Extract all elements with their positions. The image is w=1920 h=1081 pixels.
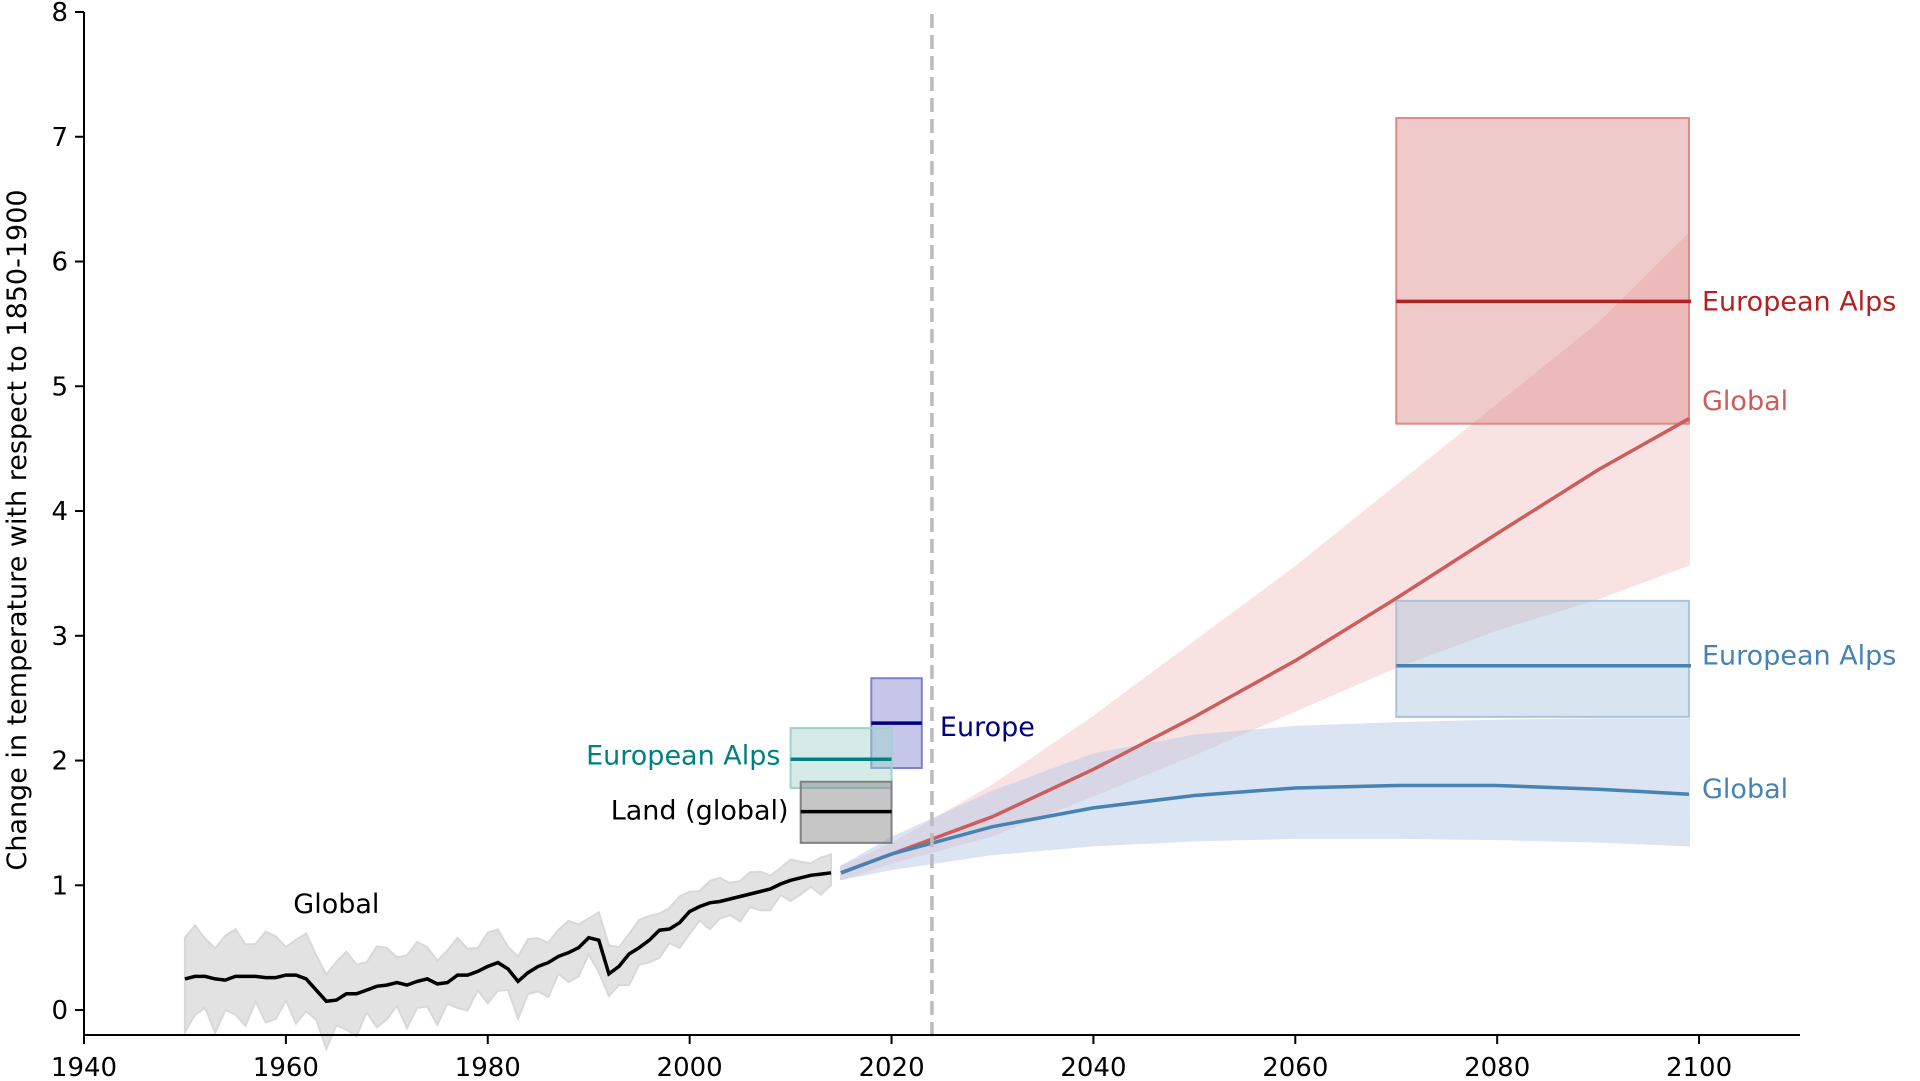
series-label: Global — [1702, 386, 1788, 417]
x-tick-label: 1960 — [253, 1053, 319, 1081]
series-label: European Alps — [1702, 286, 1896, 317]
y-tick-label: 3 — [51, 622, 68, 652]
projection-line-high — [840, 417, 1690, 875]
series-label: Europe — [940, 712, 1035, 743]
y-tick-label: 8 — [51, 0, 68, 28]
series-label: Global — [293, 889, 379, 920]
y-axis-label: Change in temperature with respect to 18… — [2, 189, 33, 870]
y-tick-label: 2 — [51, 747, 68, 777]
x-tick-label: 2060 — [1262, 1053, 1328, 1081]
y-tick-label: 4 — [51, 497, 68, 527]
x-tick-label: 2000 — [657, 1053, 723, 1081]
axes: 1940 1960 1980 2000 2020 2040 2060 2080 2100 0 1 2 3… — [51, 0, 1800, 1081]
projection-line-low — [840, 783, 1690, 875]
y-tick-label: 0 — [51, 996, 68, 1026]
x-tick-label: 2100 — [1666, 1053, 1732, 1081]
series-label: Global — [1702, 774, 1788, 805]
series-label: European Alps — [1702, 641, 1896, 672]
x-tick-label: 2020 — [858, 1053, 924, 1081]
x-tick-label: 1980 — [455, 1053, 521, 1081]
range-box — [1395, 599, 1690, 718]
series-label: Land (global) — [611, 795, 789, 826]
historical-global-line — [184, 871, 832, 1004]
x-tick-label: 1940 — [51, 1053, 117, 1081]
projection-band-low — [840, 718, 1690, 881]
y-tick-label: 7 — [51, 123, 68, 153]
x-tick-label: 2080 — [1464, 1053, 1530, 1081]
range-box — [1395, 117, 1690, 425]
y-tick-label: 6 — [51, 248, 68, 278]
y-tick-label: 1 — [51, 871, 68, 901]
y-tick-label: 5 — [51, 372, 68, 402]
series-lines — [184, 299, 1691, 1004]
x-tick-label: 2040 — [1060, 1053, 1126, 1081]
historical-band — [183, 853, 832, 1052]
annotations: European Alps Global European Alps Global Eu… — [293, 286, 1896, 920]
series-label: European Alps — [586, 741, 780, 772]
uncertainty-bands — [183, 231, 1690, 1052]
